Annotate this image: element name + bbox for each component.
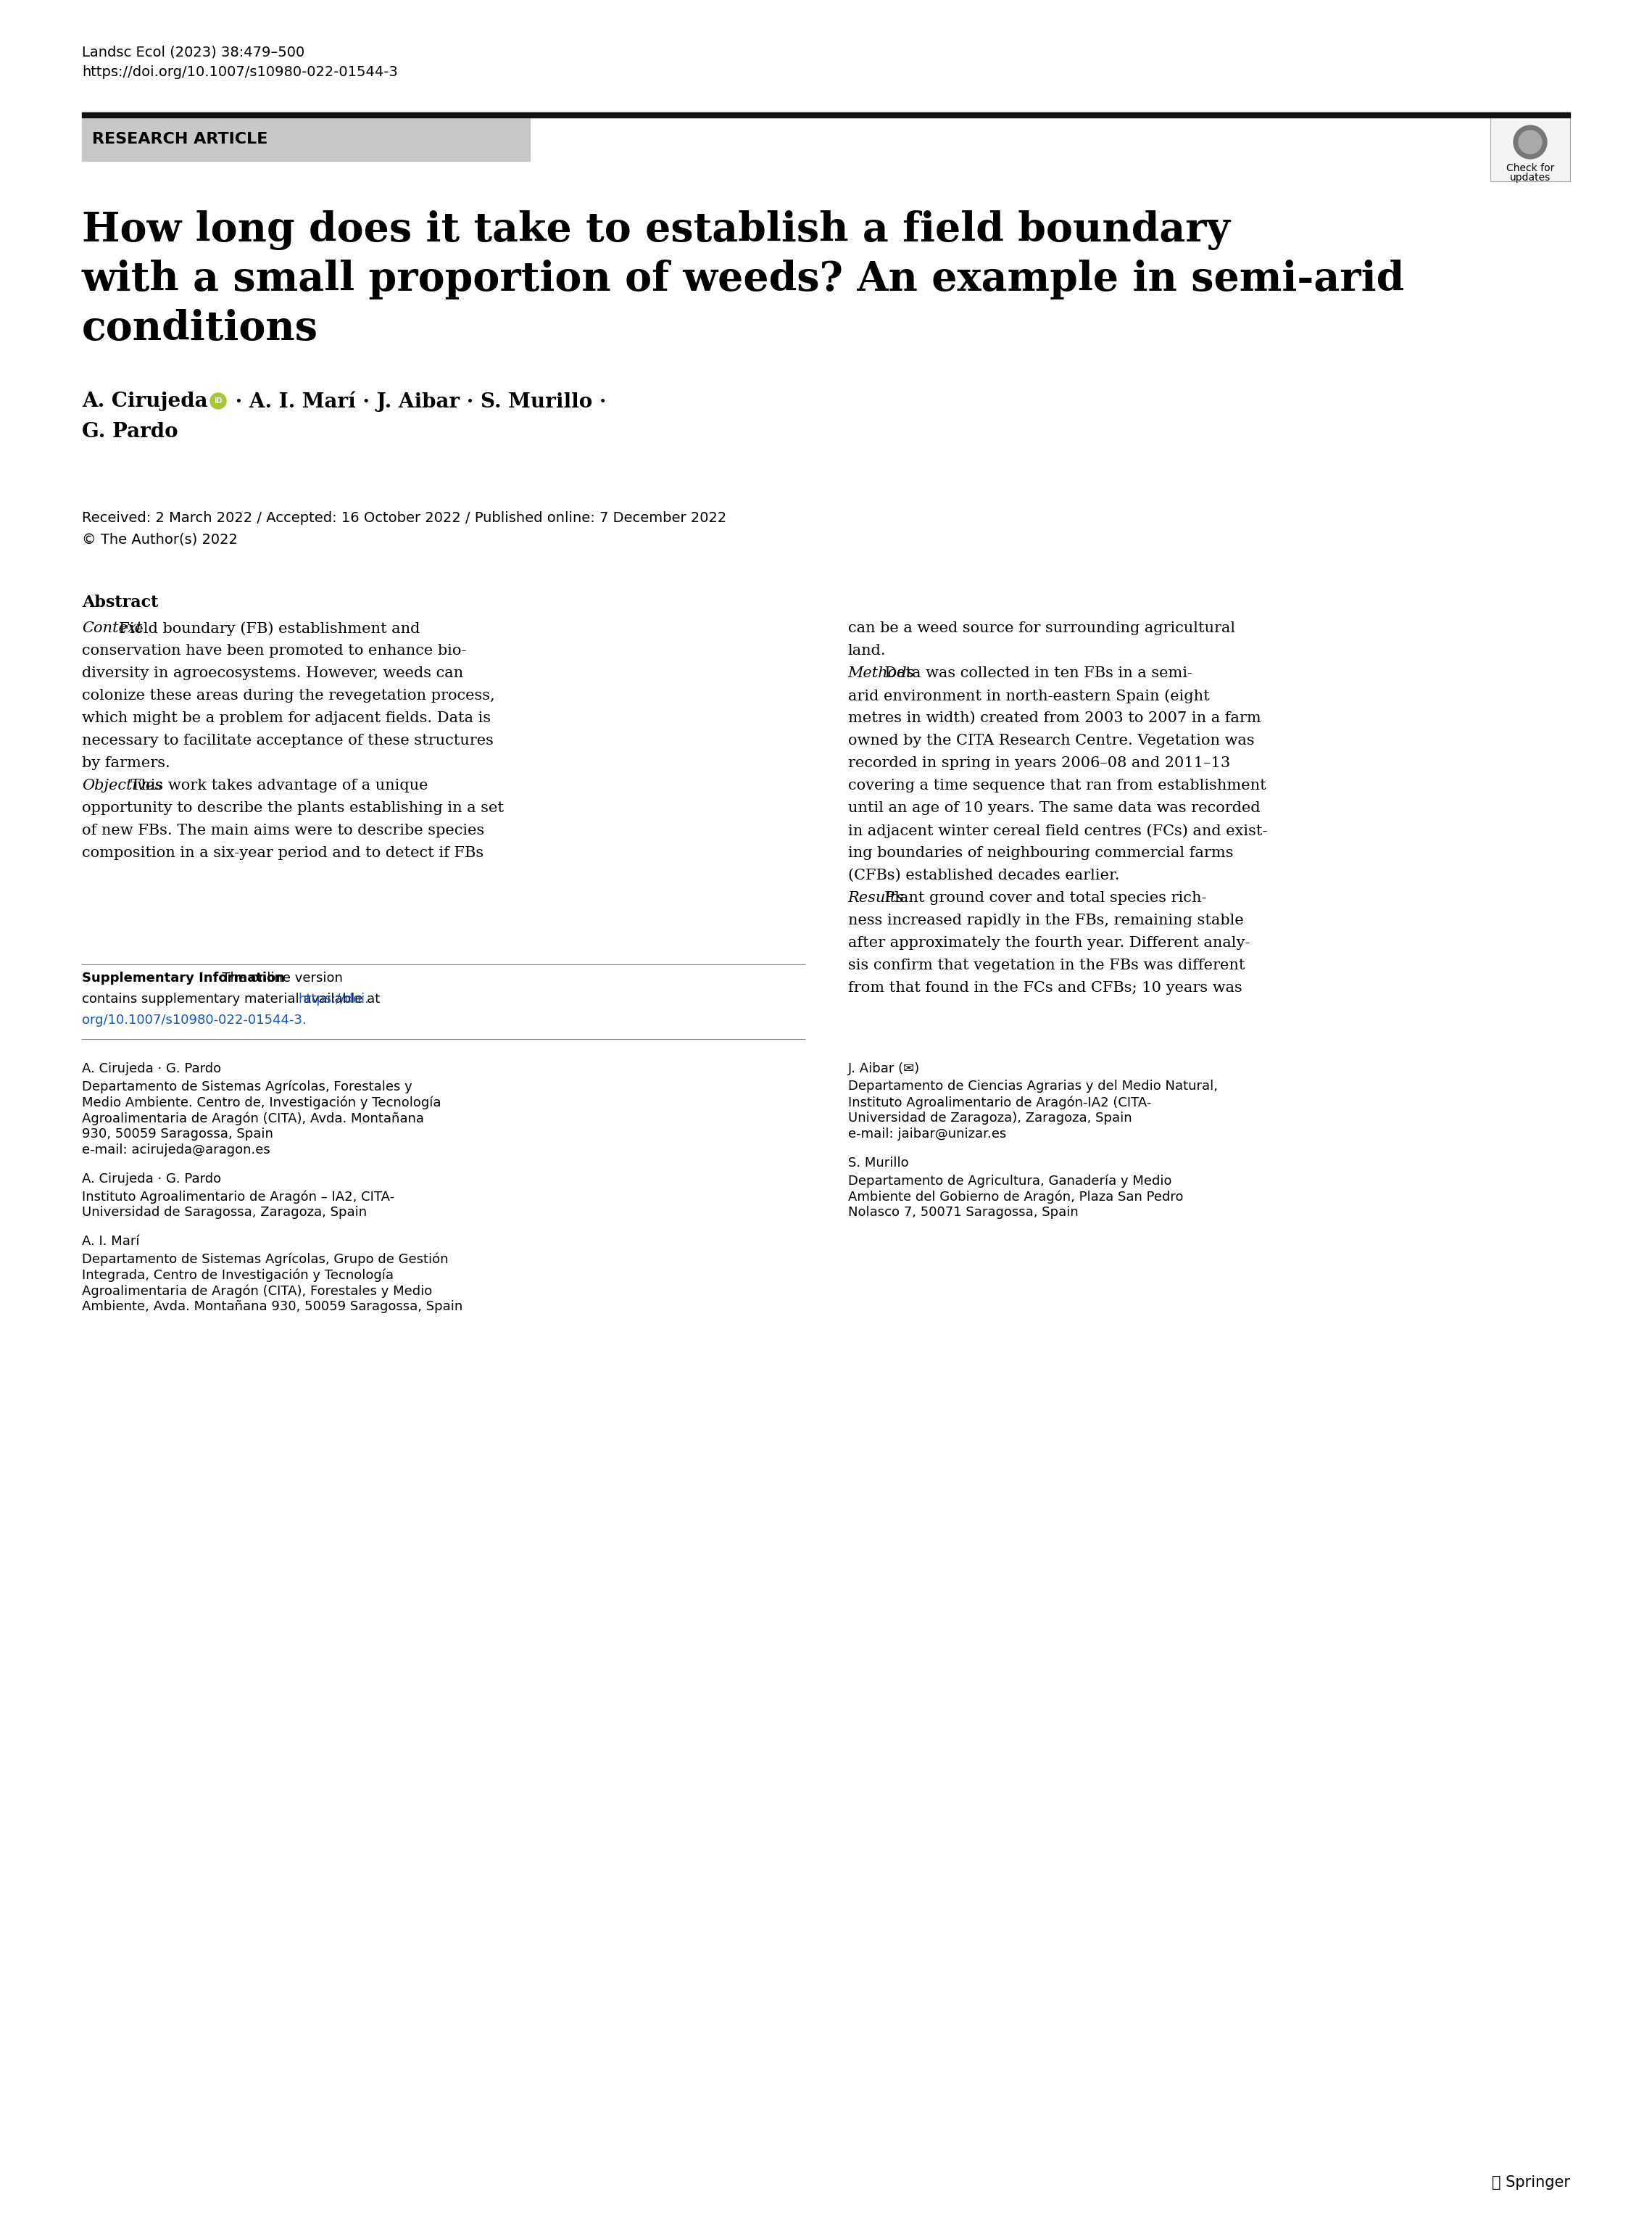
Text: iD: iD	[215, 398, 223, 405]
Text: ness increased rapidly in the FBs, remaining stable: ness increased rapidly in the FBs, remai…	[847, 913, 1244, 928]
Text: Ambiente del Gobierno de Aragón, Plaza San Pedro: Ambiente del Gobierno de Aragón, Plaza S…	[847, 1191, 1183, 1204]
Text: Nolasco 7, 50071 Saragossa, Spain: Nolasco 7, 50071 Saragossa, Spain	[847, 1206, 1079, 1220]
Text: colonize these areas during the revegetation process,: colonize these areas during the revegeta…	[83, 688, 496, 703]
Text: ing boundaries of neighbouring commercial farms: ing boundaries of neighbouring commercia…	[847, 846, 1232, 859]
Text: owned by the CITA Research Centre. Vegetation was: owned by the CITA Research Centre. Veget…	[847, 735, 1254, 748]
Text: Methods: Methods	[847, 666, 915, 681]
Text: (CFBs) established decades earlier.: (CFBs) established decades earlier.	[847, 868, 1118, 881]
Text: e-mail: acirujeda@aragon.es: e-mail: acirujeda@aragon.es	[83, 1144, 271, 1158]
Text: Objectives: Objectives	[83, 779, 162, 792]
Text: Universidad de Zaragoza), Zaragoza, Spain: Universidad de Zaragoza), Zaragoza, Spai…	[847, 1111, 1132, 1124]
Text: The online version: The online version	[213, 971, 342, 984]
Text: by farmers.: by farmers.	[83, 757, 170, 770]
Text: recorded in spring in years 2006–08 and 2011–13: recorded in spring in years 2006–08 and …	[847, 757, 1231, 770]
Text: in adjacent winter cereal field centres (FCs) and exist-: in adjacent winter cereal field centres …	[847, 824, 1267, 837]
Text: opportunity to describe the plants establishing in a set: opportunity to describe the plants estab…	[83, 801, 504, 815]
Text: Abstract: Abstract	[83, 594, 159, 610]
Text: © The Author(s) 2022: © The Author(s) 2022	[83, 532, 238, 548]
Text: Landsc Ecol (2023) 38:479–500: Landsc Ecol (2023) 38:479–500	[83, 45, 304, 58]
Text: A. Cirujeda · G. Pardo: A. Cirujeda · G. Pardo	[83, 1173, 221, 1186]
Text: metres in width) created from 2003 to 2007 in a farm: metres in width) created from 2003 to 20…	[847, 712, 1260, 726]
Text: RESEARCH ARTICLE: RESEARCH ARTICLE	[93, 131, 268, 147]
Circle shape	[1518, 131, 1541, 154]
Text: A. I. Marí: A. I. Marí	[83, 1235, 139, 1249]
Text: Medio Ambiente. Centro de, Investigación y Tecnología: Medio Ambiente. Centro de, Investigación…	[83, 1095, 441, 1109]
Text: updates: updates	[1510, 174, 1551, 183]
Bar	[83, 118, 530, 160]
Text: Received: 2 March 2022 / Accepted: 16 October 2022 / Published online: 7 Decembe: Received: 2 March 2022 / Accepted: 16 Oc…	[83, 512, 727, 525]
Text: ⓒ Springer: ⓒ Springer	[1492, 2175, 1569, 2190]
Text: Departamento de Agricultura, Ganadería y Medio: Departamento de Agricultura, Ganadería y…	[847, 1173, 1171, 1186]
Text: arid environment in north-eastern Spain (eight: arid environment in north-eastern Spain …	[847, 688, 1209, 703]
Text: A. Cirujeda · G. Pardo: A. Cirujeda · G. Pardo	[83, 1062, 221, 1075]
Text: How long does it take to establish a field boundary: How long does it take to establish a fie…	[83, 209, 1231, 249]
Text: from that found in the FCs and CFBs; 10 years was: from that found in the FCs and CFBs; 10 …	[847, 982, 1242, 995]
Text: Departamento de Ciencias Agrarias y del Medio Natural,: Departamento de Ciencias Agrarias y del …	[847, 1080, 1218, 1093]
Text: covering a time sequence that ran from establishment: covering a time sequence that ran from e…	[847, 779, 1265, 792]
Text: Context: Context	[83, 621, 142, 634]
Text: necessary to facilitate acceptance of these structures: necessary to facilitate acceptance of th…	[83, 735, 494, 748]
Text: 930, 50059 Saragossa, Spain: 930, 50059 Saragossa, Spain	[83, 1129, 273, 1140]
Text: https://doi.: https://doi.	[297, 993, 368, 1006]
Text: Supplementary Information: Supplementary Information	[83, 971, 284, 984]
Text: Integrada, Centro de Investigación y Tecnología: Integrada, Centro de Investigación y Tec…	[83, 1269, 393, 1282]
Text: Departamento de Sistemas Agrícolas, Forestales y: Departamento de Sistemas Agrícolas, Fore…	[83, 1080, 413, 1093]
Text: org/10.1007/s10980-022-01544-3.: org/10.1007/s10980-022-01544-3.	[83, 1013, 306, 1026]
Text: Instituto Agroalimentario de Aragón – IA2, CITA-: Instituto Agroalimentario de Aragón – IA…	[83, 1191, 395, 1204]
Text: with a small proportion of weeds? An example in semi-arid: with a small proportion of weeds? An exa…	[83, 260, 1404, 301]
Text: Field boundary (FB) establishment and: Field boundary (FB) establishment and	[109, 621, 420, 637]
Text: conservation have been promoted to enhance bio-: conservation have been promoted to enhan…	[83, 643, 466, 657]
Bar	[83, 111, 1569, 118]
Text: e-mail: jaibar@unizar.es: e-mail: jaibar@unizar.es	[847, 1129, 1006, 1140]
Text: which might be a problem for adjacent fields. Data is: which might be a problem for adjacent fi…	[83, 712, 491, 726]
Text: Instituto Agroalimentario de Aragón-IA2 (CITA-: Instituto Agroalimentario de Aragón-IA2 …	[847, 1095, 1151, 1109]
Text: A. Cirujeda: A. Cirujeda	[83, 392, 208, 412]
Text: G. Pardo: G. Pardo	[83, 423, 178, 441]
Text: This work takes advantage of a unique: This work takes advantage of a unique	[121, 779, 428, 792]
Text: after approximately the fourth year. Different analy-: after approximately the fourth year. Dif…	[847, 937, 1249, 951]
Text: · A. I. Marí · J. Aibar · S. Murillo ·: · A. I. Marí · J. Aibar · S. Murillo ·	[228, 392, 606, 412]
Text: land.: land.	[847, 643, 885, 657]
Text: diversity in agroecosystems. However, weeds can: diversity in agroecosystems. However, we…	[83, 666, 463, 681]
Text: can be a weed source for surrounding agricultural: can be a weed source for surrounding agr…	[847, 621, 1236, 634]
Circle shape	[1513, 125, 1546, 158]
Text: until an age of 10 years. The same data was recorded: until an age of 10 years. The same data …	[847, 801, 1260, 815]
Text: of new FBs. The main aims were to describe species: of new FBs. The main aims were to descri…	[83, 824, 484, 837]
Text: composition in a six-year period and to detect if FBs: composition in a six-year period and to …	[83, 846, 484, 859]
Text: Agroalimentaria de Aragón (CITA), Forestales y Medio: Agroalimentaria de Aragón (CITA), Forest…	[83, 1284, 433, 1298]
Text: Ambiente, Avda. Montañana 930, 50059 Saragossa, Spain: Ambiente, Avda. Montañana 930, 50059 Sar…	[83, 1300, 463, 1313]
Text: Check for: Check for	[1507, 162, 1555, 174]
Text: Departamento de Sistemas Agrícolas, Grupo de Gestión: Departamento de Sistemas Agrícolas, Grup…	[83, 1253, 448, 1267]
Bar	[1490, 118, 1569, 180]
Text: Universidad de Saragossa, Zaragoza, Spain: Universidad de Saragossa, Zaragoza, Spai…	[83, 1206, 367, 1220]
Text: J. Aibar (✉): J. Aibar (✉)	[847, 1062, 920, 1075]
Circle shape	[210, 394, 226, 410]
Text: https://doi.org/10.1007/s10980-022-01544-3: https://doi.org/10.1007/s10980-022-01544…	[83, 65, 398, 80]
Text: Plant ground cover and total species rich-: Plant ground cover and total species ric…	[876, 890, 1206, 906]
Text: conditions: conditions	[83, 309, 319, 349]
Text: S. Murillo: S. Murillo	[847, 1158, 909, 1169]
Text: sis confirm that vegetation in the FBs was different: sis confirm that vegetation in the FBs w…	[847, 959, 1244, 973]
Text: Data was collected in ten FBs in a semi-: Data was collected in ten FBs in a semi-	[876, 666, 1193, 681]
Text: Agroalimentaria de Aragón (CITA), Avda. Montañana: Agroalimentaria de Aragón (CITA), Avda. …	[83, 1111, 425, 1124]
Text: Results: Results	[847, 890, 904, 906]
Text: contains supplementary material available at: contains supplementary material availabl…	[83, 993, 385, 1006]
